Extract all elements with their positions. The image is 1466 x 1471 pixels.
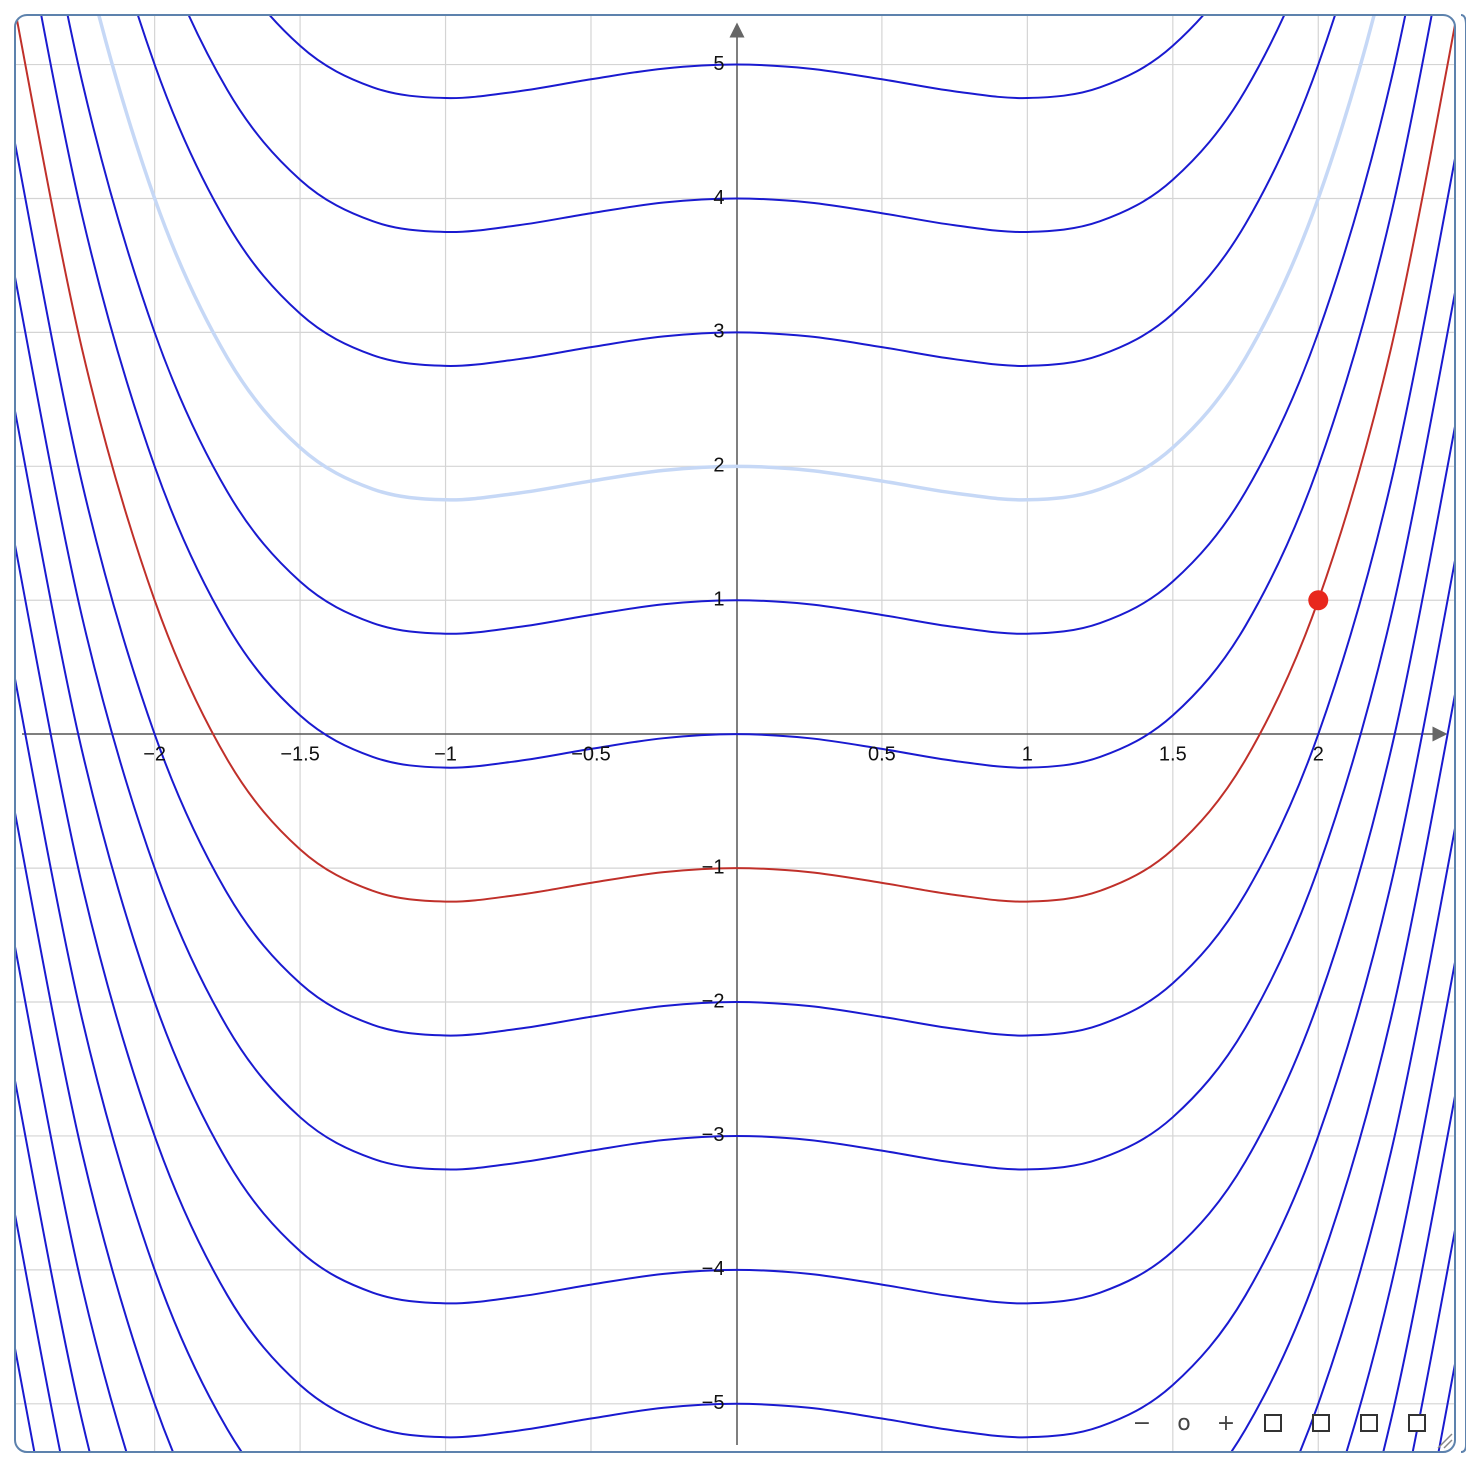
x-tick-label: 2 bbox=[1313, 743, 1324, 765]
zoom-reset[interactable]: o bbox=[1177, 1411, 1190, 1436]
y-tick-label: 3 bbox=[713, 321, 724, 343]
y-tick-label: −4 bbox=[702, 1258, 725, 1280]
curve bbox=[15, 380, 1455, 1305]
y-tick-label: −3 bbox=[702, 1124, 725, 1146]
x-tick-label: −2 bbox=[143, 743, 166, 765]
x-tick-label: 0.5 bbox=[868, 743, 896, 765]
y-tick-label: 2 bbox=[713, 455, 724, 477]
y-tick-label: −1 bbox=[702, 856, 725, 878]
x-tick-label: −1.5 bbox=[280, 743, 319, 765]
x-tick-label: 1.5 bbox=[1159, 743, 1187, 765]
x-tick-label: −1 bbox=[434, 743, 457, 765]
curve bbox=[15, 15, 1455, 100]
toolbar-button[interactable] bbox=[1360, 1414, 1378, 1432]
x-tick-label: 1 bbox=[1022, 743, 1033, 765]
frame bbox=[14, 14, 1456, 1453]
curves bbox=[15, 15, 1455, 1452]
y-tick-label: −5 bbox=[702, 1392, 725, 1414]
y-tick-label: −2 bbox=[702, 990, 725, 1012]
zoom-in[interactable]: + bbox=[1217, 1411, 1235, 1436]
toolbar-button[interactable] bbox=[1264, 1414, 1282, 1432]
curve bbox=[15, 246, 1455, 1171]
zoom-out[interactable]: − bbox=[1133, 1411, 1151, 1436]
points bbox=[1308, 590, 1329, 611]
curve bbox=[15, 15, 1455, 769]
curve bbox=[15, 15, 1455, 635]
y-tick-label: 1 bbox=[713, 589, 724, 611]
curve bbox=[15, 112, 1455, 1037]
curve bbox=[15, 648, 1455, 1452]
toolbar: − o + bbox=[1133, 1411, 1426, 1436]
curve bbox=[15, 15, 1455, 502]
curve bbox=[15, 514, 1455, 1439]
toolbar-button[interactable] bbox=[1312, 1414, 1330, 1432]
resize-handle[interactable] bbox=[1437, 1433, 1453, 1449]
curve bbox=[15, 15, 1455, 367]
x-tick-label: −0.5 bbox=[571, 743, 610, 765]
curve bbox=[15, 15, 1455, 903]
curve bbox=[15, 15, 1455, 234]
side-panel-edge bbox=[1460, 14, 1466, 1453]
point bbox=[1308, 590, 1329, 611]
toolbar-button[interactable] bbox=[1408, 1414, 1426, 1432]
y-tick-label: 5 bbox=[713, 53, 724, 75]
y-tick-label: 4 bbox=[713, 187, 724, 209]
tick-labels: −2 −1.5 −1 −0.5 0.5 1 1.5 2 −5 −4 −3 −2 −1 1 2 3 4 5 bbox=[143, 53, 1324, 1414]
